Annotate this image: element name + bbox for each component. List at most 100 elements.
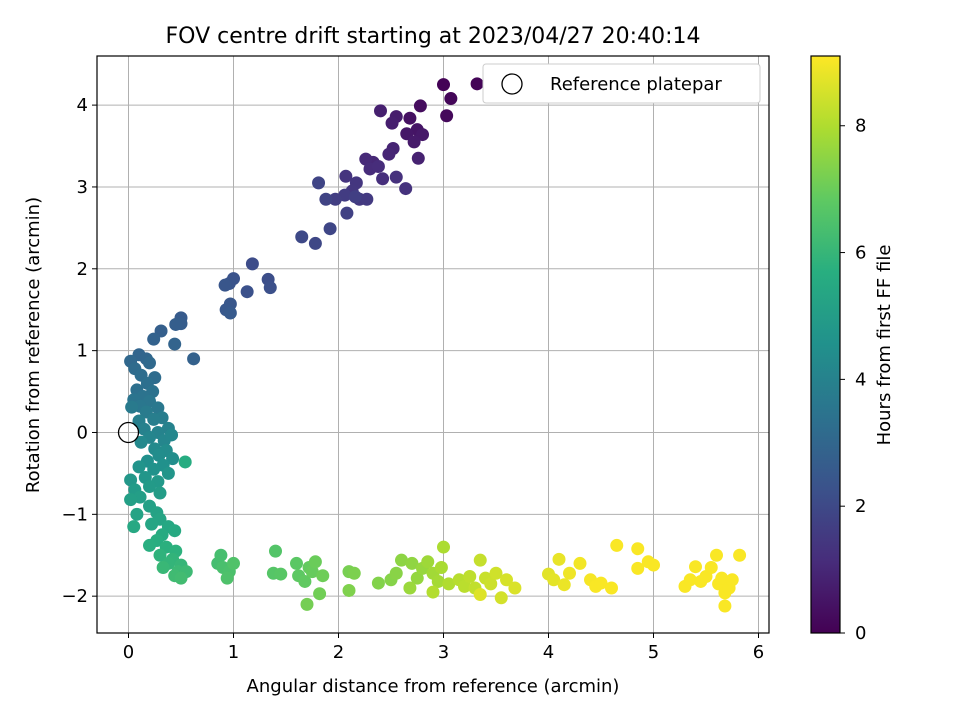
data-point xyxy=(168,337,182,351)
y-tick-label: 1 xyxy=(77,341,88,362)
data-point xyxy=(704,561,718,575)
data-point xyxy=(127,520,141,534)
data-point xyxy=(145,517,159,531)
data-point xyxy=(500,573,513,587)
data-point xyxy=(389,170,403,184)
y-axis-ticks: −2 −1 0 1 2 3 4 xyxy=(61,95,97,607)
data-point xyxy=(405,556,419,570)
data-point xyxy=(563,566,576,580)
x-tick-label: 2 xyxy=(333,642,344,663)
data-point xyxy=(143,538,156,552)
data-point xyxy=(360,192,374,206)
data-point xyxy=(463,570,477,584)
y-axis-label: Rotation from reference (arcmin) xyxy=(23,197,44,493)
data-point xyxy=(473,588,487,602)
x-tick-label: 5 xyxy=(648,642,659,663)
data-point xyxy=(187,352,201,366)
data-point xyxy=(434,561,448,575)
data-point xyxy=(178,455,192,469)
data-point xyxy=(442,577,456,591)
scatter-points xyxy=(124,77,747,613)
data-point xyxy=(382,147,396,161)
data-point xyxy=(484,577,498,591)
data-point xyxy=(347,566,361,580)
data-point xyxy=(147,412,161,426)
data-point xyxy=(312,176,326,190)
colorbar-ticks: 0 2 4 6 8 xyxy=(840,116,866,644)
data-point xyxy=(725,573,739,587)
colorbar-label: Hours from first FF file xyxy=(874,245,895,446)
data-point xyxy=(371,576,385,590)
data-point xyxy=(403,581,417,595)
data-point xyxy=(594,576,608,590)
data-point xyxy=(371,159,385,173)
colorbar-tick-label: 4 xyxy=(855,369,866,390)
data-point xyxy=(683,573,697,587)
data-point xyxy=(156,561,170,575)
colorbar-tick-label: 0 xyxy=(855,623,866,644)
legend-entry: Reference platepar xyxy=(550,74,722,95)
data-point xyxy=(411,151,425,165)
legend-box xyxy=(482,63,761,104)
x-tick-label: 0 xyxy=(123,642,134,663)
chart-title: FOV centre drift starting at 2023/04/27 … xyxy=(166,24,701,49)
data-point xyxy=(339,169,353,183)
data-point xyxy=(263,281,277,295)
data-point xyxy=(300,597,314,611)
data-point xyxy=(165,428,179,442)
data-point xyxy=(444,92,458,106)
data-point xyxy=(399,182,413,196)
data-point xyxy=(552,552,566,566)
data-point xyxy=(410,571,424,585)
y-tick-label: 0 xyxy=(77,422,88,443)
data-point xyxy=(223,306,237,320)
data-point xyxy=(298,574,312,588)
x-tick-label: 1 xyxy=(228,642,239,663)
data-point xyxy=(440,109,454,123)
data-point xyxy=(218,278,232,292)
grid-lines xyxy=(97,56,769,633)
y-tick-label: 3 xyxy=(77,177,88,198)
data-point xyxy=(610,538,624,552)
data-point xyxy=(407,135,421,149)
data-point xyxy=(125,400,139,414)
colorbar-tick-label: 8 xyxy=(855,116,866,137)
colorbar-tick-label: 2 xyxy=(855,496,866,517)
y-tick-label: 2 xyxy=(77,259,88,280)
data-point xyxy=(359,152,373,166)
data-point xyxy=(147,332,161,346)
data-point xyxy=(313,587,327,601)
data-point xyxy=(470,77,484,91)
data-point xyxy=(168,524,182,538)
data-point xyxy=(631,542,645,556)
y-tick-label: −1 xyxy=(61,504,88,525)
y-tick-label: −2 xyxy=(61,586,88,607)
data-point xyxy=(389,566,403,580)
data-point xyxy=(305,565,319,579)
data-point xyxy=(308,555,322,569)
legend: Reference platepar xyxy=(482,63,761,104)
data-point xyxy=(174,571,188,585)
data-point xyxy=(437,540,450,554)
data-point xyxy=(147,462,161,476)
data-point xyxy=(421,555,435,569)
data-point xyxy=(240,285,254,299)
data-point xyxy=(152,448,166,462)
data-point xyxy=(328,192,342,206)
colorbar-gradient xyxy=(810,55,841,634)
data-point xyxy=(426,585,440,599)
data-point xyxy=(733,548,747,562)
data-point xyxy=(214,548,228,562)
data-point xyxy=(374,104,387,118)
data-point xyxy=(458,579,471,593)
reference-point xyxy=(117,421,140,444)
data-point xyxy=(376,172,390,186)
data-point xyxy=(323,222,337,236)
data-point xyxy=(124,493,138,507)
data-point xyxy=(319,192,333,206)
data-point xyxy=(124,473,138,487)
data-point xyxy=(710,548,723,562)
data-point xyxy=(437,78,450,92)
x-axis-ticks: 0 1 2 3 4 5 6 xyxy=(123,633,764,663)
